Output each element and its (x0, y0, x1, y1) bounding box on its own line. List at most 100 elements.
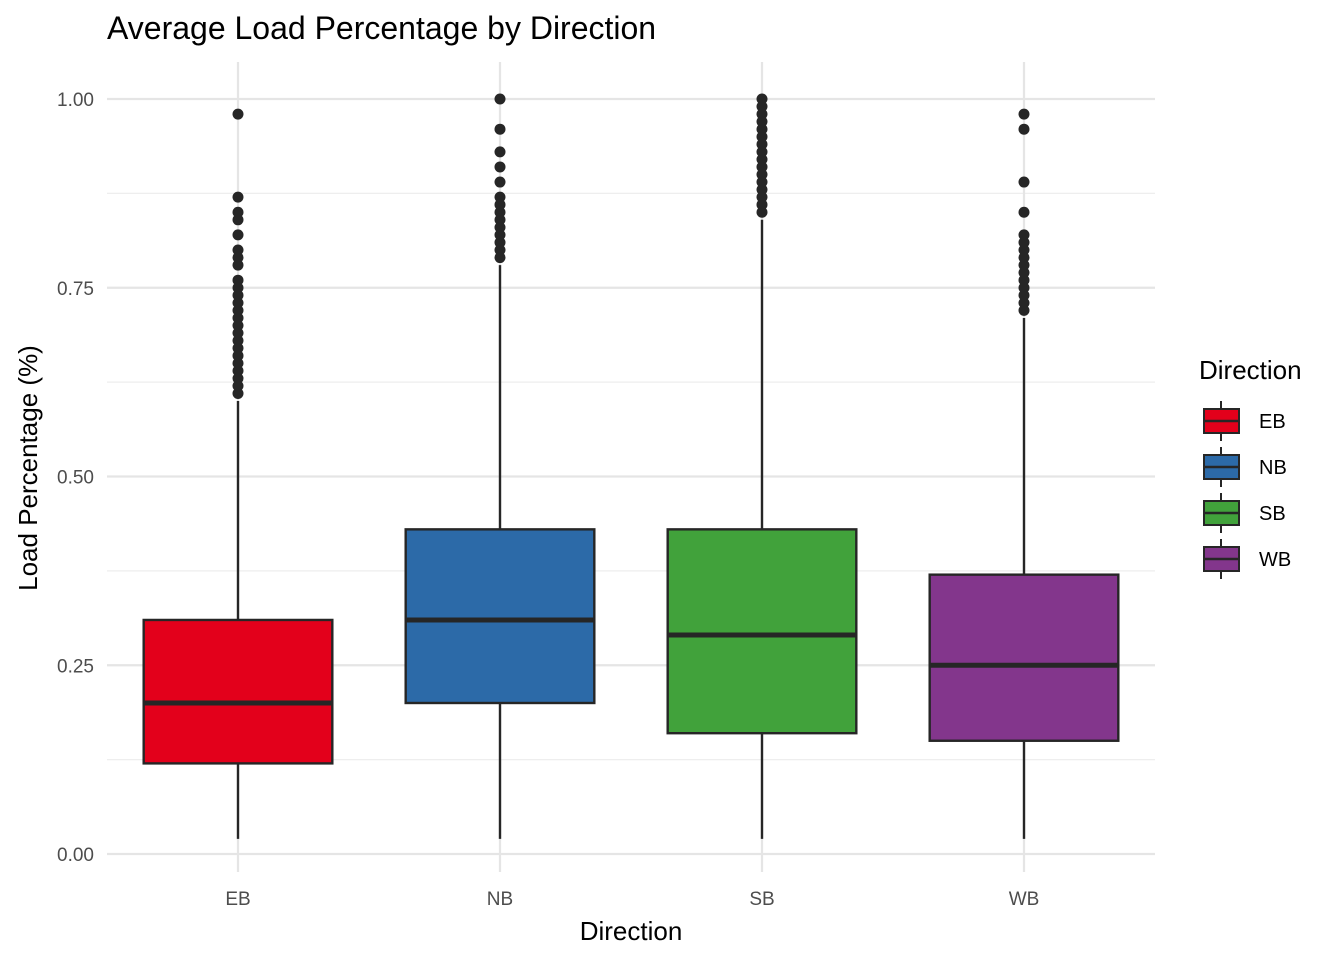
outlier-point (232, 259, 244, 271)
box-nb (404, 93, 596, 839)
outlier-point (756, 161, 768, 173)
legend-label: WB (1259, 549, 1291, 571)
box-body (404, 528, 596, 705)
box-body (666, 528, 858, 735)
outlier-point (1018, 206, 1030, 218)
outlier-point (1018, 244, 1030, 256)
outlier-point (494, 93, 506, 105)
outlier-point (1018, 108, 1030, 120)
outlier-point (494, 146, 506, 158)
outlier-point (1018, 267, 1030, 279)
legend-item-eb: EB (1203, 401, 1286, 441)
outlier-point (232, 312, 244, 324)
outlier-point (232, 320, 244, 331)
outlier-point (494, 123, 506, 135)
legend-title: Direction (1199, 355, 1302, 385)
outlier-point (494, 244, 506, 256)
outlier-point (494, 252, 506, 264)
x-tick-label: EB (225, 889, 250, 910)
box-body (142, 618, 334, 765)
x-axis-ticks: EB NB SB WB (225, 889, 1039, 910)
x-tick-label: WB (1009, 889, 1040, 910)
outlier-point (494, 161, 506, 173)
legend-item-sb: SB (1203, 493, 1286, 533)
box-eb (142, 108, 334, 839)
outlier-point (232, 244, 244, 256)
outlier-point (494, 199, 506, 211)
outlier-point (756, 199, 768, 211)
outlier-point (232, 387, 244, 399)
outlier-point (494, 221, 506, 233)
outlier-point (756, 176, 768, 188)
outlier-point (494, 229, 506, 241)
outlier-point (1018, 252, 1030, 264)
outlier-point (232, 365, 244, 377)
legend: Direction EB NB SB WB (1199, 355, 1302, 579)
outlier-point (1018, 229, 1030, 241)
outlier-point (232, 357, 244, 369)
outlier-point (494, 236, 506, 248)
outlier-point (756, 108, 768, 120)
x-tick-label: SB (749, 889, 774, 910)
outlier-point (756, 131, 768, 143)
outlier-point (232, 214, 244, 226)
legend-label: NB (1259, 457, 1287, 479)
outlier-point (232, 335, 244, 347)
outlier-point (494, 206, 506, 218)
y-tick-label: 0.50 (57, 468, 94, 489)
outlier-point (756, 191, 768, 203)
outlier-point (232, 342, 244, 354)
outlier-point (1018, 236, 1030, 248)
outlier-point (756, 153, 768, 165)
outlier-point (756, 123, 768, 135)
outlier-point (232, 108, 244, 120)
y-tick-label: 0.75 (57, 279, 94, 300)
outlier-point (232, 350, 244, 362)
outlier-point (494, 214, 506, 226)
box-body (928, 573, 1120, 742)
y-axis-ticks: 0.00 0.25 0.50 0.75 1.00 (57, 90, 94, 866)
legend-items: EB NB SB WB (1203, 401, 1291, 579)
outlier-point (1018, 274, 1030, 286)
outlier-point (1018, 304, 1030, 316)
outlier-point (232, 297, 244, 309)
x-axis-title: Direction (580, 916, 683, 946)
outlier-point (1018, 297, 1030, 309)
outlier-point (232, 372, 244, 384)
outlier-point (756, 146, 768, 158)
outlier-point (232, 282, 244, 294)
box-sb (666, 93, 858, 839)
outlier-point (494, 191, 506, 203)
legend-item-wb: WB (1203, 539, 1291, 579)
outlier-point (1018, 176, 1030, 188)
outlier-point (756, 101, 768, 113)
outlier-point (756, 206, 768, 218)
legend-item-nb: NB (1203, 447, 1287, 487)
outlier-point (1018, 289, 1030, 301)
outlier-point (232, 380, 244, 392)
legend-label: EB (1259, 411, 1286, 433)
outlier-point (756, 116, 768, 128)
outlier-point (756, 184, 768, 196)
outlier-point (232, 289, 244, 301)
outlier-point (1018, 123, 1030, 135)
x-tick-label: NB (487, 889, 513, 910)
y-tick-label: 1.00 (57, 90, 94, 111)
boxes (142, 93, 1120, 839)
y-tick-label: 0.25 (57, 656, 94, 677)
outlier-point (756, 93, 768, 105)
outlier-point (232, 274, 244, 286)
outlier-point (756, 169, 768, 180)
outlier-point (232, 206, 244, 218)
outlier-point (232, 252, 244, 264)
chart-title: Average Load Percentage by Direction (107, 10, 656, 46)
outlier-point (494, 176, 506, 188)
outlier-point (232, 327, 244, 339)
outlier-point (1018, 282, 1030, 294)
outlier-point (232, 191, 244, 203)
legend-label: SB (1259, 503, 1286, 525)
y-axis-title: Load Percentage (%) (13, 345, 43, 591)
y-tick-label: 0.00 (57, 845, 94, 866)
outlier-point (232, 229, 244, 241)
